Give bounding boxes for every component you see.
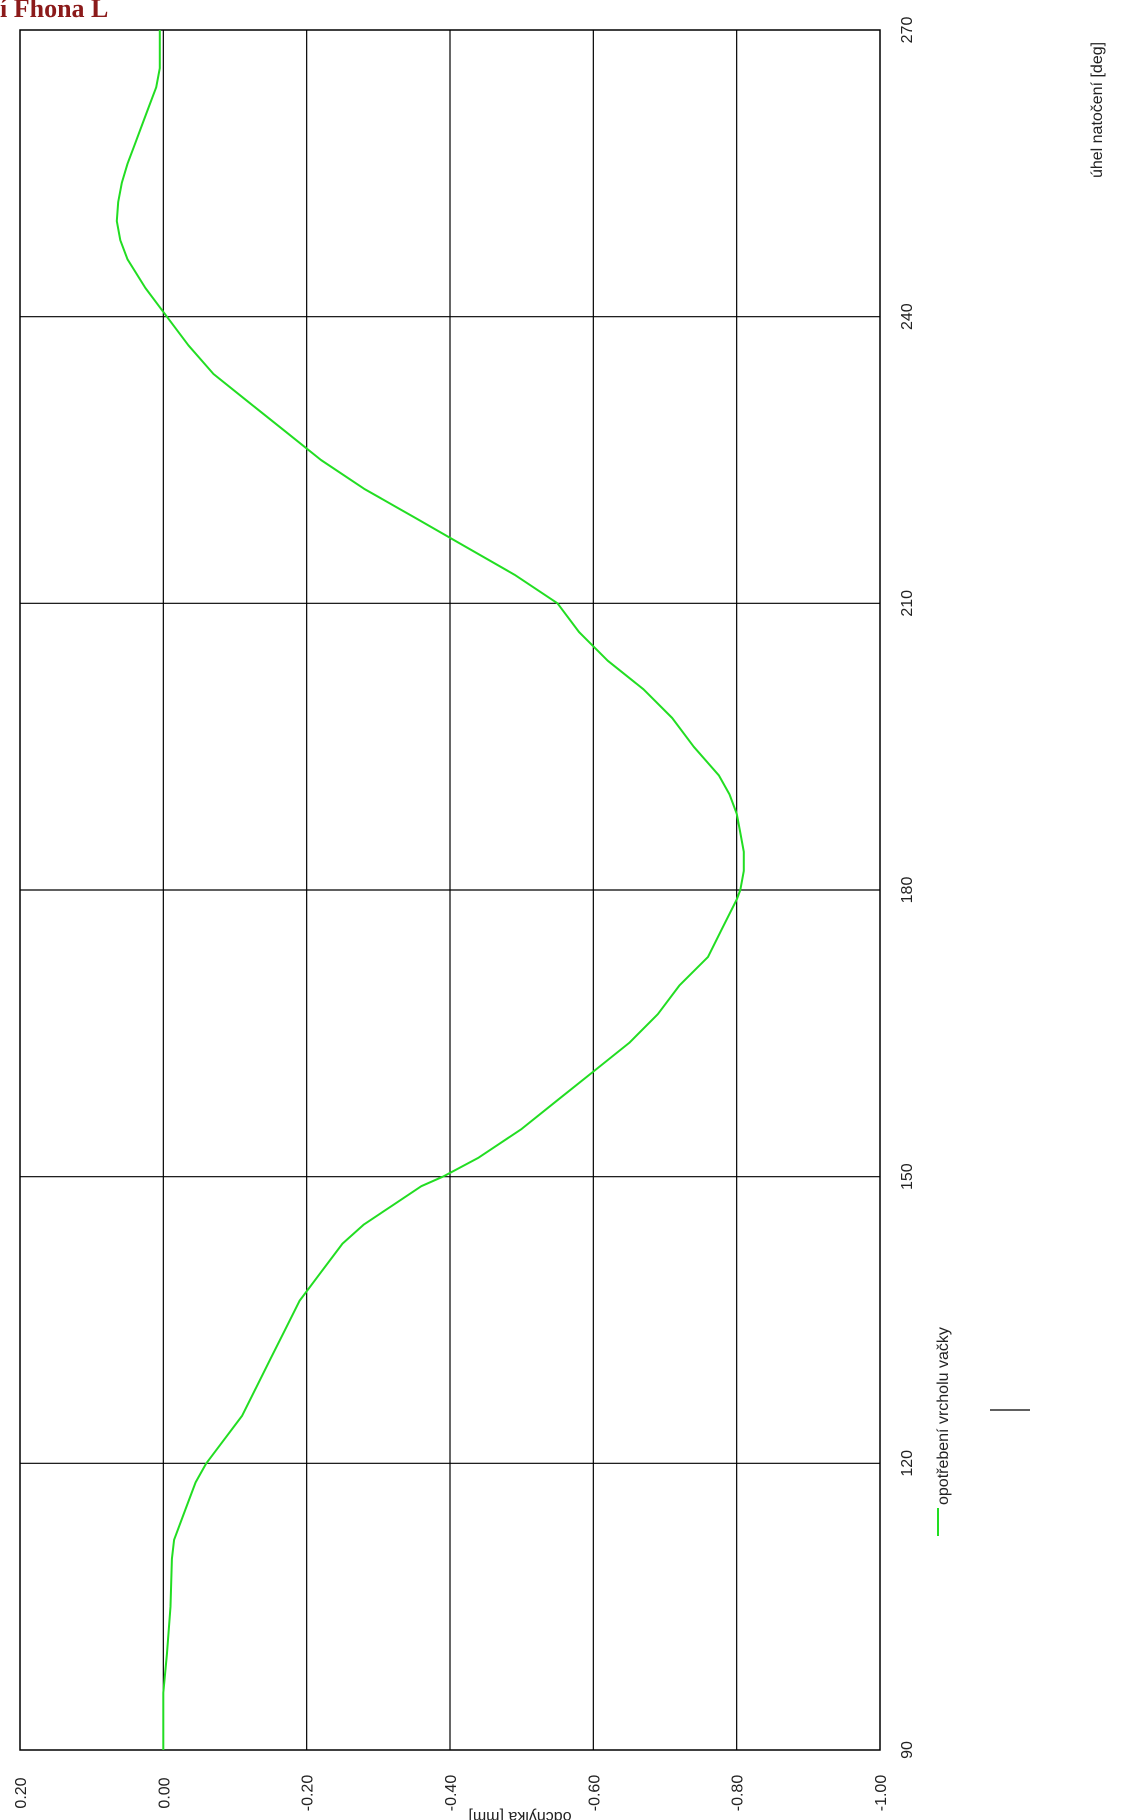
y-tick-label: 0.00 — [156, 1777, 173, 1808]
y-tick-label: -0.60 — [586, 1775, 603, 1812]
x-tick-label: 120 — [899, 1450, 916, 1477]
x-tick-label: 210 — [899, 590, 916, 617]
x-axis-title: úhel natočení [deg] — [1089, 42, 1106, 178]
y-axis-title: odchylka [mm] — [468, 1808, 571, 1820]
y-tick-label: 0.20 — [13, 1777, 30, 1808]
y-tick-label: -0.80 — [730, 1775, 747, 1812]
x-tick-label: 180 — [899, 877, 916, 904]
y-tick-label: -1.00 — [873, 1775, 890, 1812]
page-title: í Fhona L — [0, 0, 109, 23]
y-tick-label: -0.20 — [300, 1775, 317, 1812]
x-tick-label: 240 — [899, 303, 916, 330]
x-tick-label: 270 — [899, 17, 916, 44]
y-tick-label: -0.40 — [443, 1775, 460, 1812]
x-tick-label: 150 — [899, 1163, 916, 1190]
x-axis-tick-labels: 90 120 150 180 210 240 270 — [899, 17, 916, 1759]
series-line — [115, 30, 745, 1750]
x-tick-label: 90 — [899, 1741, 916, 1759]
y-axis-tick-labels: 0.20 0.00 -0.20 -0.40 -0.60 -0.80 -1.00 — [13, 1775, 890, 1812]
grid-lines — [20, 30, 880, 1750]
legend-label: opotřebení vrcholu vačky — [935, 1327, 952, 1505]
legend: opotřebení vrcholu vačky — [935, 1327, 952, 1536]
